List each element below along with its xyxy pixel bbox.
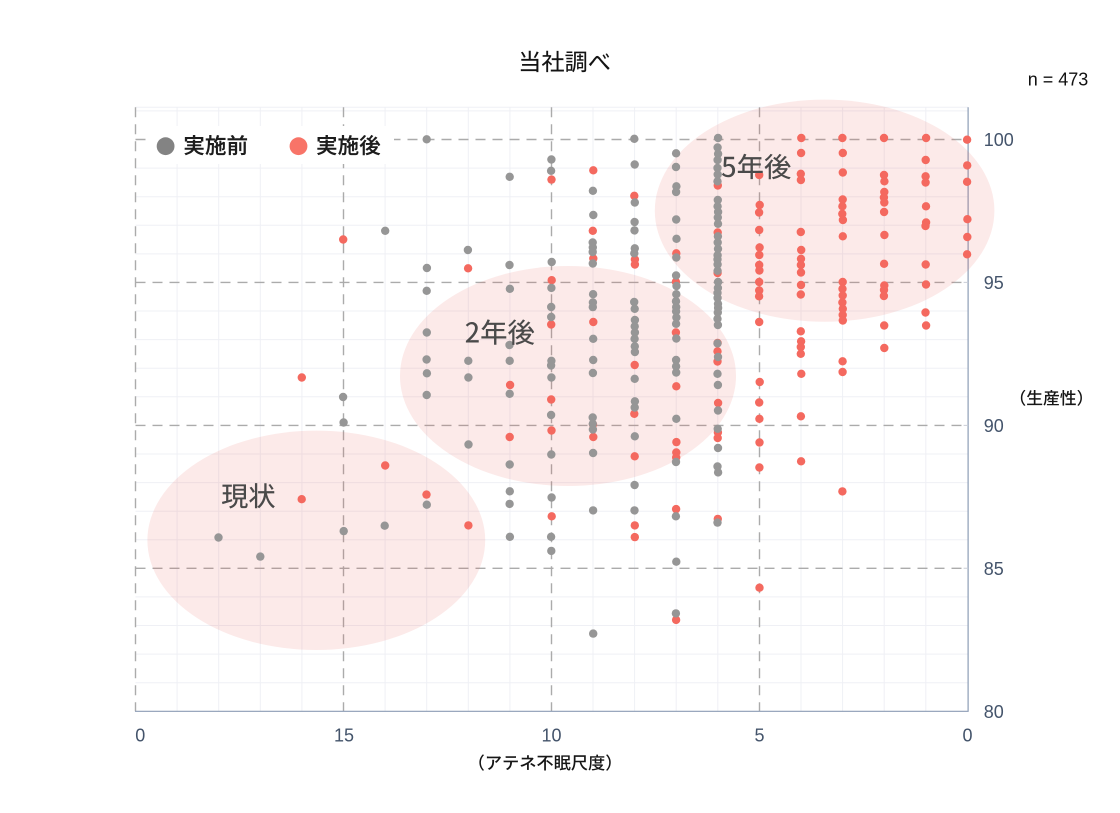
svg-text:0: 0 [135,726,145,746]
svg-text:10: 10 [541,726,561,746]
svg-text:n = 473: n = 473 [1028,69,1089,89]
svg-text:85: 85 [984,559,1004,579]
svg-text:100: 100 [984,130,1014,150]
svg-text:80: 80 [984,702,1004,722]
svg-text:90: 90 [984,416,1004,436]
svg-text:0: 0 [962,726,972,746]
svg-text:5: 5 [754,726,764,746]
svg-text:15: 15 [334,726,354,746]
svg-text:95: 95 [984,273,1004,293]
